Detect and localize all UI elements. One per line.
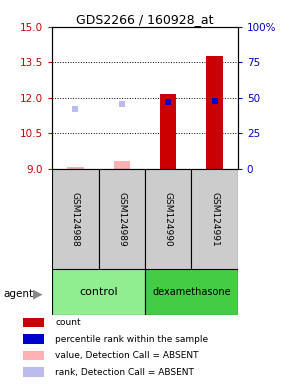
Text: ▶: ▶ xyxy=(33,287,43,300)
Text: value, Detection Call = ABSENT: value, Detection Call = ABSENT xyxy=(55,351,199,360)
Bar xyxy=(145,269,238,315)
Bar xyxy=(23,318,44,327)
Bar xyxy=(114,161,130,169)
Text: rank, Detection Call = ABSENT: rank, Detection Call = ABSENT xyxy=(55,368,194,377)
Bar xyxy=(23,367,44,377)
Bar xyxy=(52,269,145,315)
Bar xyxy=(191,169,238,269)
Text: percentile rank within the sample: percentile rank within the sample xyxy=(55,334,208,344)
Bar xyxy=(52,169,99,269)
Point xyxy=(119,101,124,107)
Bar xyxy=(23,334,44,344)
Text: GSM124991: GSM124991 xyxy=(210,192,219,246)
Point xyxy=(73,106,78,113)
Bar xyxy=(99,169,145,269)
Bar xyxy=(67,167,84,169)
Text: agent: agent xyxy=(3,289,33,299)
Bar xyxy=(206,56,223,169)
Text: GDS2266 / 160928_at: GDS2266 / 160928_at xyxy=(76,13,214,26)
Text: dexamethasone: dexamethasone xyxy=(152,287,231,297)
Text: GSM124990: GSM124990 xyxy=(164,192,173,246)
Text: GSM124989: GSM124989 xyxy=(117,192,126,246)
Point xyxy=(166,99,171,105)
Bar xyxy=(145,169,191,269)
Text: count: count xyxy=(55,318,81,327)
Point xyxy=(212,98,217,104)
Bar xyxy=(160,94,176,169)
Text: control: control xyxy=(79,287,118,297)
Text: GSM124988: GSM124988 xyxy=(71,192,80,246)
Bar xyxy=(23,351,44,361)
